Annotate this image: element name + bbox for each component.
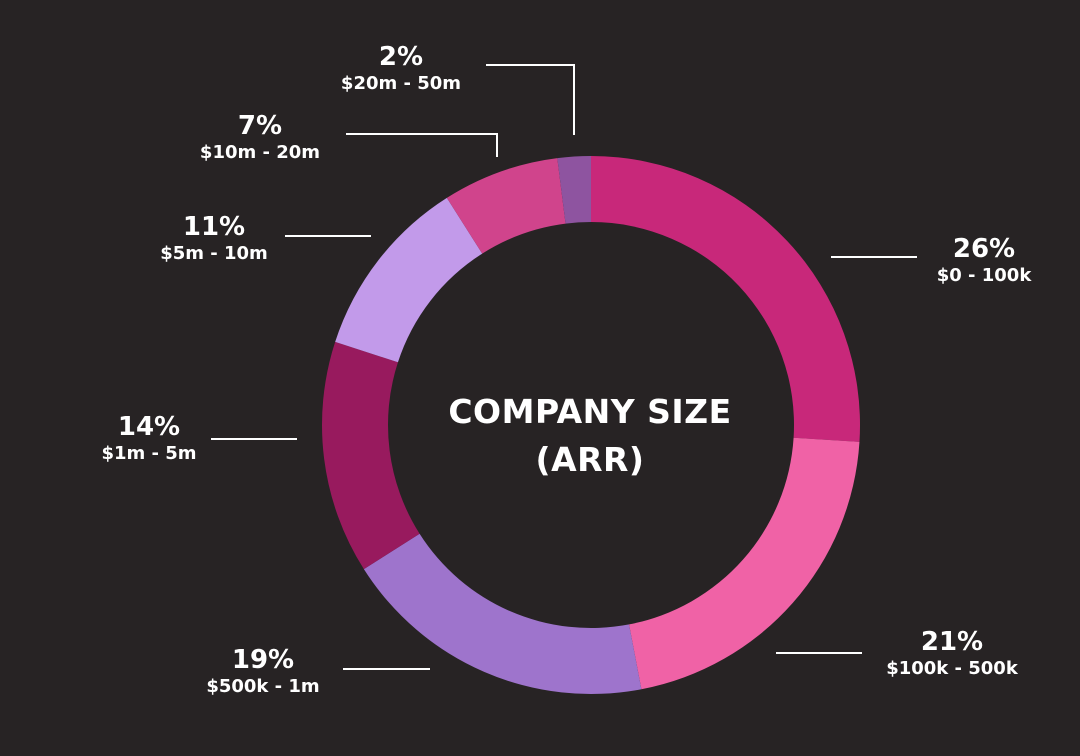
slice-label-500k-1m: 19% $500k - 1m: [143, 645, 383, 699]
donut-slices: [322, 156, 860, 694]
slice-label-100k-500k: 21% $100k - 500k: [832, 627, 1072, 681]
leader-lines: [211, 64, 917, 670]
slice-500k-1m: [363, 533, 642, 694]
leader-line-10m-20m: [346, 133, 498, 157]
slice-category-1m-5m: $1m - 5m: [101, 443, 197, 464]
leader-line-20m-50m: [486, 64, 575, 135]
slice-10m-20m: [446, 158, 566, 254]
slice-label-20m-50m: 2% $20m - 50m: [281, 42, 521, 96]
slice-category-5m-10m: $5m - 10m: [160, 243, 268, 264]
center-title-line-2: (ARR): [535, 440, 645, 479]
slice-100k-500k: [629, 437, 860, 690]
slice-percent-20m-50m: 2%: [378, 42, 424, 72]
slice-category-0-100k: $0 - 100k: [936, 265, 1032, 286]
slice-category-500k-1m: $500k - 1m: [206, 676, 320, 697]
slice-percent-0-100k: 26%: [952, 234, 1016, 264]
slice-percent-5m-10m: 11%: [182, 212, 246, 242]
slice-1m-5m: [322, 341, 420, 570]
slice-label-1m-5m: 14% $1m - 5m: [29, 412, 269, 466]
slice-percent-100k-500k: 21%: [920, 627, 984, 657]
slice-label-5m-10m: 11% $5m - 10m: [94, 212, 334, 266]
slice-percent-1m-5m: 14%: [117, 412, 181, 442]
center-title-line-1: COMPANY SIZE: [448, 392, 732, 431]
slice-category-10m-20m: $10m - 20m: [199, 142, 321, 163]
slice-label-0-100k: 26% $0 - 100k: [864, 234, 1080, 288]
slice-5m-10m: [335, 197, 483, 363]
slice-percent-10m-20m: 7%: [237, 111, 283, 141]
slice-category-100k-500k: $100k - 500k: [886, 658, 1018, 679]
slice-20m-50m: [557, 156, 591, 224]
slice-category-20m-50m: $20m - 50m: [340, 73, 462, 94]
slice-0-100k: [591, 156, 860, 442]
slice-label-10m-20m: 7% $10m - 20m: [140, 111, 380, 165]
center-title: COMPANY SIZE (ARR): [390, 388, 790, 484]
slice-percent-500k-1m: 19%: [231, 645, 295, 675]
